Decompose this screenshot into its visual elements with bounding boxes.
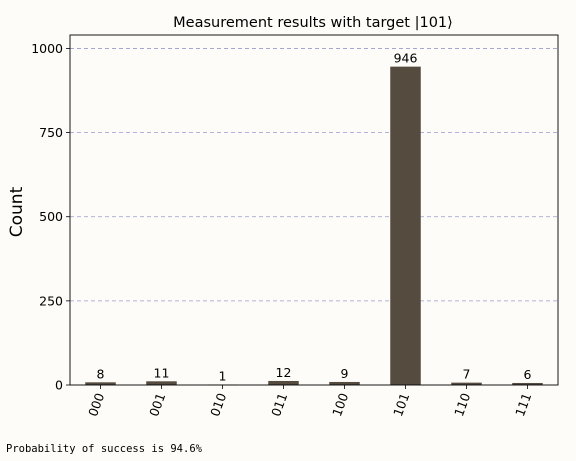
bar [329, 382, 360, 385]
x-tick-label: 101 [390, 391, 412, 419]
bar-value-label: 9 [341, 366, 349, 381]
success-probability-text: Probability of success is 94.6% [6, 443, 202, 455]
axes [66, 35, 558, 389]
bar-value-label: 946 [394, 51, 418, 66]
bar-value-label: 1 [219, 369, 227, 384]
y-axis-label: Count [7, 186, 27, 237]
x-tick-label: 011 [268, 391, 290, 419]
plot-frame [70, 35, 558, 385]
labels: 0 250 500 750 1000 8 000 11 001 1 010 12 011 9 100 946 1… [31, 41, 534, 418]
bar-value-label: 7 [463, 367, 471, 382]
x-tick-label: 111 [512, 391, 534, 419]
chart-title: Measurement results with target |101⟩ [173, 15, 453, 31]
bar-value-label: 12 [276, 365, 292, 380]
y-tick-label: 250 [39, 293, 63, 308]
x-tick-label: 010 [207, 391, 229, 419]
bar [268, 381, 299, 385]
x-tick-label: 001 [146, 391, 168, 419]
y-tick-label: 1000 [31, 41, 63, 56]
bar [146, 381, 177, 385]
y-tick-label: 750 [39, 125, 63, 140]
bar-value-label: 8 [97, 366, 105, 381]
bar-value-label: 6 [524, 367, 532, 382]
x-tick-label: 110 [451, 391, 473, 419]
x-tick-label: 000 [85, 391, 107, 419]
bar [390, 67, 421, 385]
y-tick-label: 0 [55, 378, 63, 393]
y-tick-label: 500 [39, 209, 63, 224]
x-tick-label: 100 [329, 391, 351, 419]
grid-lines [70, 48, 558, 300]
bars [85, 67, 543, 386]
bar-value-label: 11 [154, 365, 170, 380]
